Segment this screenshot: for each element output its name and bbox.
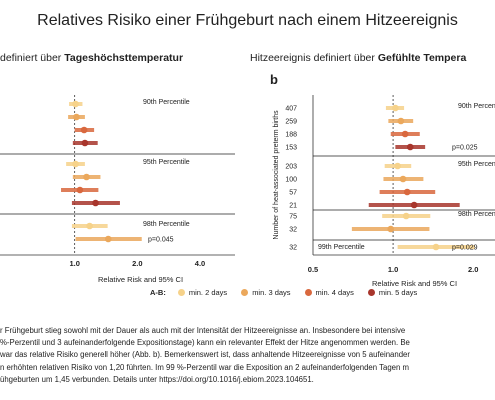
y-axis-label: Number of heat-associated preterm births (273, 110, 280, 240)
group-label: 95th Percentile (143, 159, 190, 166)
point-estimate (387, 225, 395, 233)
caption-line: %-Perzentil und 3 aufeinanderfolgende Ex… (0, 338, 410, 348)
x-tick-label: 2.0 (132, 259, 142, 268)
point-estimate (392, 104, 399, 112)
legend-label: min. 3 days (252, 288, 291, 297)
point-estimate (81, 139, 89, 147)
caption-line: war das relative Risiko generell höher (… (0, 350, 410, 360)
legend-dot-icon (304, 289, 312, 296)
births-count: 32 (289, 245, 297, 252)
point-estimate (92, 199, 99, 207)
births-count: 259 (285, 119, 297, 126)
births-count: 203 (285, 164, 297, 171)
p-value-label: p=0.025 (452, 145, 478, 152)
point-estimate (86, 222, 93, 230)
group-label: 95th Percentile (458, 161, 495, 168)
x-tick-label: 4.0 (195, 259, 205, 268)
legend-title: A-B: (150, 288, 166, 297)
x-tick-label: 0.5 (308, 265, 318, 274)
forest-plots: 1.0 2.0 4.0 Relative Risk and 95% CI 90th Pe… (0, 95, 495, 288)
point-estimate (104, 235, 112, 243)
panel-b-letter: b (270, 72, 278, 87)
point-estimate (72, 100, 79, 108)
x-tick-label: 1.0 (388, 265, 398, 274)
x-axis-label: Relative Risk and 95% CI (98, 275, 183, 284)
p-value-label: p=0.029 (452, 245, 478, 252)
group-label: 90th Percentile (143, 99, 190, 106)
point-estimate (401, 130, 409, 138)
legend-item-3-days: min. 3 days (241, 288, 291, 297)
births-count: 21 (289, 203, 297, 210)
births-count: 188 (285, 132, 297, 139)
point-estimate (73, 113, 80, 121)
group-label: 99th Percentile (318, 244, 365, 251)
point-estimate (76, 186, 84, 194)
legend-dot-icon (241, 289, 249, 296)
panel-a-heading-text: definiert über (0, 52, 65, 64)
chart-title: Relatives Risiko einer Frühgeburt nach e… (37, 12, 458, 29)
x-axis-label: Relative Risk and 95% CI (372, 279, 457, 288)
births-count: 407 (285, 106, 297, 113)
panel-b-heading-bold: Gefühlte Tempera (377, 52, 467, 64)
births-count: 100 (285, 177, 297, 184)
group-label: 98th Percentile (458, 211, 495, 218)
x-tick-label: 2.0 (468, 265, 478, 274)
legend: A-B: min. 2 days min. 3 days min. 4 days… (150, 288, 431, 297)
point-estimate (80, 126, 88, 134)
point-estimate (394, 162, 401, 170)
legend-item-2-days: min. 2 days (177, 288, 228, 297)
point-estimate (83, 173, 90, 181)
legend-label: min. 2 days (188, 288, 228, 297)
caption: r Frühgeburt stieg sowohl mit der Dauer … (0, 325, 495, 400)
point-estimate (406, 143, 414, 151)
caption-line: ühgeburten um 1,45 verbunden. Details un… (0, 374, 314, 384)
caption-line: r Frühgeburt stieg sowohl mit der Dauer … (0, 326, 406, 335)
point-estimate (432, 243, 440, 251)
legend-label: min. 5 days (378, 288, 418, 297)
point-estimate (399, 175, 407, 183)
births-count: 57 (289, 190, 297, 197)
point-estimate (402, 212, 410, 220)
legend-label: min. 4 days (315, 288, 354, 297)
caption-line: n erhöhten relativen Risiko von 1,20 füh… (0, 362, 410, 372)
legend-dot-icon (177, 289, 185, 296)
panel-b-heading-text: Hitzeereignis definiert über (250, 52, 378, 64)
legend-item-4-days: min. 4 days (304, 288, 354, 297)
point-estimate (410, 201, 418, 209)
panel-a-heading: definiert über Tageshöchsttemperatur (0, 52, 183, 64)
births-count: 32 (289, 227, 297, 234)
births-count: 75 (289, 214, 297, 221)
births-count: 153 (285, 145, 297, 152)
panel-a-heading-bold: Tageshöchsttemperatur (64, 52, 184, 64)
panel-b-heading: Hitzeereignis definiert über Gefühlte Te… (250, 52, 466, 64)
x-tick-label: 1.0 (69, 259, 79, 268)
p-value-label: p=0.045 (148, 237, 174, 244)
point-estimate (72, 160, 79, 168)
legend-dot-icon (367, 289, 375, 296)
group-label: 98th Percentile (143, 221, 190, 228)
point-estimate (397, 117, 405, 125)
legend-item-5-days: min. 5 days (367, 288, 418, 297)
point-estimate (403, 188, 411, 196)
group-label: 90th Percentile (458, 103, 495, 110)
